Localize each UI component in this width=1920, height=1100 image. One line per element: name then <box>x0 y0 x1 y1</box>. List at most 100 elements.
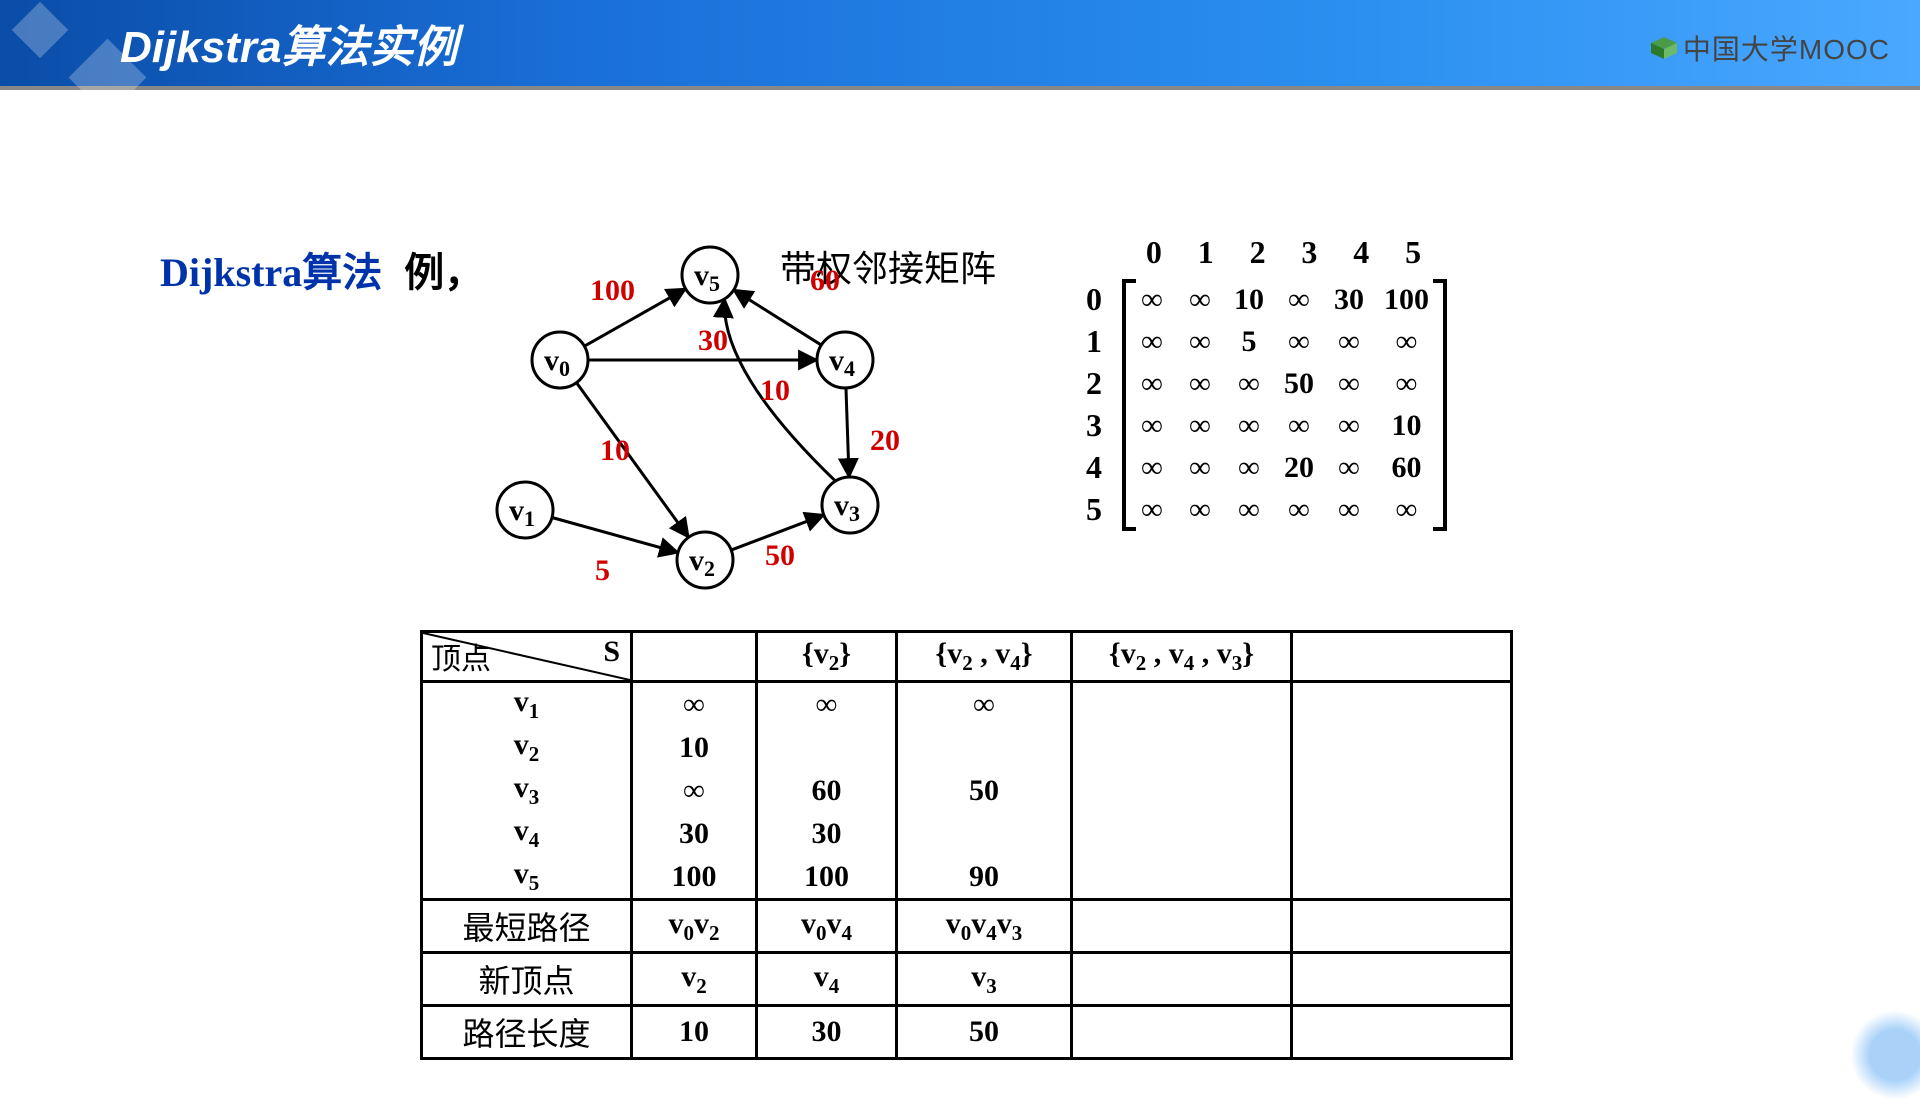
matrix-cell: 100 <box>1374 279 1439 321</box>
table-cell <box>1292 900 1512 953</box>
table-cell: 10 <box>632 1006 757 1059</box>
table-cell <box>1292 769 1512 812</box>
algorithm-label: Dijkstra算法 例， <box>160 240 484 298</box>
matrix-cell: ∞ <box>1374 489 1439 531</box>
matrix-cell: 10 <box>1224 279 1274 321</box>
matrix-cell: ∞ <box>1324 405 1374 447</box>
matrix-cell: 60 <box>1374 447 1439 489</box>
vertex-label: v2 <box>422 726 632 769</box>
graph-edge <box>734 290 822 345</box>
logo-text: 中国大学MOOC <box>1683 28 1890 68</box>
table-col-header: {v2} <box>757 632 897 682</box>
matrix-row-header: 5 <box>1086 491 1102 528</box>
algo-example: 例， <box>404 250 484 295</box>
graph-edge <box>552 517 678 552</box>
table-cell <box>1292 1006 1512 1059</box>
table-cell: v4 <box>757 953 897 1006</box>
matrix-row-header: 0 <box>1086 281 1102 318</box>
matrix-cell: ∞ <box>1274 279 1324 321</box>
algo-name: Dijkstra算法 <box>160 250 382 295</box>
table-cell: ∞ <box>757 682 897 727</box>
footer-row-label: 最短路径 <box>422 900 632 953</box>
matrix-cell: ∞ <box>1274 321 1324 363</box>
table-cell <box>1292 812 1512 855</box>
table-cell: 30 <box>757 812 897 855</box>
matrix-cell: 10 <box>1374 405 1439 447</box>
table-cell <box>757 726 897 769</box>
matrix-cell: ∞ <box>1128 405 1176 447</box>
matrix-row-header: 4 <box>1086 449 1102 486</box>
table-cell: v3 <box>897 953 1072 1006</box>
matrix-cell: ∞ <box>1176 279 1224 321</box>
edge-weight: 5 <box>595 554 610 587</box>
edge-weight: 10 <box>600 434 630 467</box>
matrix-cell: ∞ <box>1176 321 1224 363</box>
matrix-cell: ∞ <box>1374 363 1439 405</box>
table-cell: ∞ <box>897 682 1072 727</box>
matrix-col-header: 4 <box>1335 230 1387 279</box>
matrix-cell: ∞ <box>1224 447 1274 489</box>
table-cell: ∞ <box>632 769 757 812</box>
edge-weight: 50 <box>765 539 795 572</box>
table-cell <box>1072 726 1292 769</box>
table-cell: 30 <box>757 1006 897 1059</box>
table-cell <box>1072 769 1292 812</box>
matrix-cell: ∞ <box>1128 363 1176 405</box>
table-cell <box>897 726 1072 769</box>
matrix-cell: ∞ <box>1324 321 1374 363</box>
table-cell: 60 <box>757 769 897 812</box>
matrix-cell: ∞ <box>1176 405 1224 447</box>
table-cell: v2 <box>632 953 757 1006</box>
table-cell: 90 <box>897 855 1072 900</box>
edge-weight: 10 <box>760 374 790 407</box>
matrix-col-header: 0 <box>1128 230 1180 279</box>
table-cell <box>1072 682 1292 727</box>
matrix-cell: ∞ <box>1324 447 1374 489</box>
matrix-cell: 50 <box>1274 363 1324 405</box>
matrix-row-header: 1 <box>1086 323 1102 360</box>
table-cell <box>1072 953 1292 1006</box>
matrix-cell: ∞ <box>1128 447 1176 489</box>
logo-cube-icon <box>1651 37 1677 59</box>
edge-weight: 20 <box>870 424 900 457</box>
matrix-row-header: 2 <box>1086 365 1102 402</box>
graph-diagram: 1030100550102060v0v1v2v3v4v5 <box>480 230 960 610</box>
matrix-col-header: 2 <box>1232 230 1284 279</box>
table-corner: S 顶点 <box>422 632 632 682</box>
table-cell <box>1072 812 1292 855</box>
table-col-header: {v2 , v4} <box>897 632 1072 682</box>
matrix-cell: 20 <box>1274 447 1324 489</box>
table-cell <box>1072 900 1292 953</box>
edge-weight: 30 <box>698 324 728 357</box>
table-cell: 50 <box>897 1006 1072 1059</box>
matrix-cell: ∞ <box>1324 489 1374 531</box>
footer-row-label: 新顶点 <box>422 953 632 1006</box>
table-cell: 10 <box>632 726 757 769</box>
table-cell <box>1072 855 1292 900</box>
matrix-col-header: 5 <box>1387 230 1439 279</box>
matrix-cell: ∞ <box>1224 363 1274 405</box>
matrix-col-header: 1 <box>1180 230 1232 279</box>
matrix-cell: ∞ <box>1274 489 1324 531</box>
matrix-cell: ∞ <box>1176 447 1224 489</box>
table-cell <box>1292 726 1512 769</box>
table-cell <box>1292 855 1512 900</box>
table-cell <box>1292 953 1512 1006</box>
matrix-cell: ∞ <box>1274 405 1324 447</box>
table-cell: v0v2 <box>632 900 757 953</box>
table-cell: 100 <box>757 855 897 900</box>
table-cell <box>1292 682 1512 727</box>
matrix-cell: ∞ <box>1128 321 1176 363</box>
header-decoration <box>0 0 180 90</box>
matrix-cell: 30 <box>1324 279 1374 321</box>
matrix-cell: ∞ <box>1324 363 1374 405</box>
matrix-cell: ∞ <box>1374 321 1439 363</box>
vertex-label: v4 <box>422 812 632 855</box>
table-cell: v0v4 <box>757 900 897 953</box>
slide-header: Dijkstra算法实例 中国大学MOOC <box>0 0 1920 90</box>
footer-row-label: 路径长度 <box>422 1006 632 1059</box>
adjacency-matrix: 012345∞∞10∞30100∞∞5∞∞∞∞∞∞50∞∞∞∞∞∞∞10∞∞∞2… <box>1080 230 1439 531</box>
matrix-cell: ∞ <box>1176 363 1224 405</box>
matrix-cell: ∞ <box>1176 489 1224 531</box>
corner-decoration <box>1800 1020 1920 1080</box>
